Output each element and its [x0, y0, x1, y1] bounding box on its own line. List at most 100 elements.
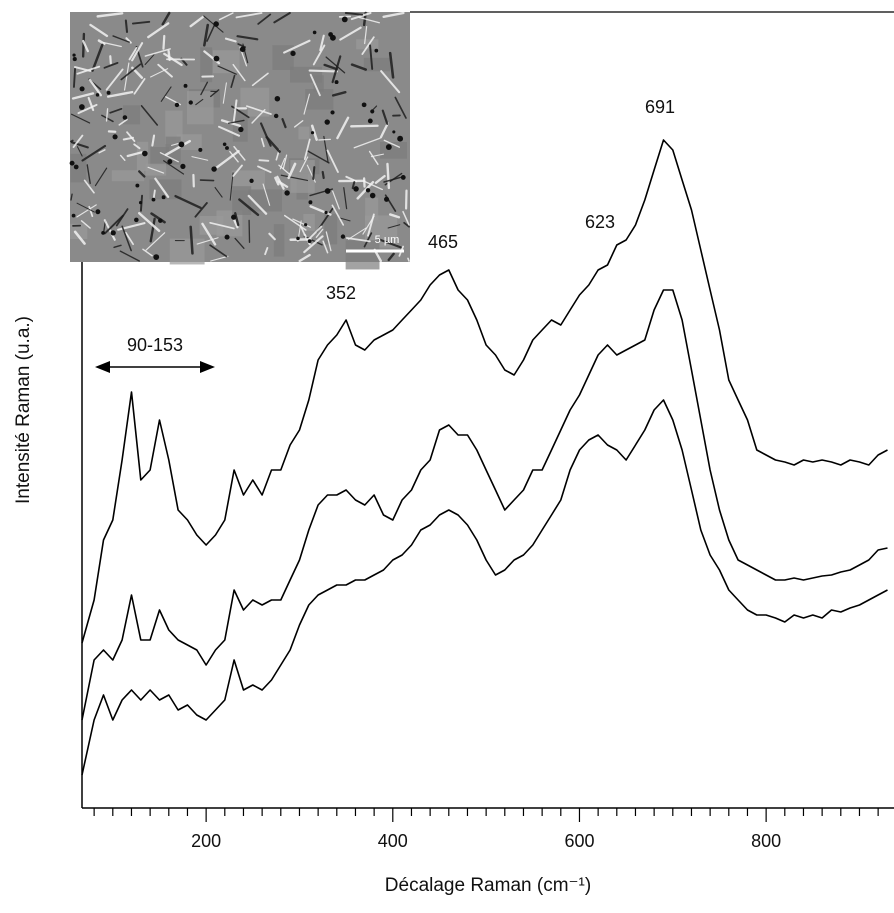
inset-patch [303, 214, 314, 231]
inset-dot [184, 84, 188, 88]
inset-dot [386, 144, 392, 150]
inset-dot [214, 56, 220, 62]
inset-dot [290, 51, 295, 56]
inset-crystal [126, 21, 127, 32]
inset-crystal [408, 258, 409, 261]
inset-dot [111, 230, 116, 235]
inset-dot [213, 21, 219, 27]
inset-dot [123, 115, 128, 120]
inset-dot [353, 186, 358, 191]
inset-crystal [163, 36, 164, 49]
inset-dot [74, 165, 79, 170]
inset-crystal [310, 71, 337, 72]
inset-dot [231, 215, 236, 220]
inset-dot [401, 175, 406, 180]
inset-dot [238, 127, 243, 132]
inset-crystal [323, 172, 324, 178]
inset-dot [134, 218, 139, 223]
inset-dot [296, 237, 300, 241]
inset-dot [397, 136, 403, 142]
inset-dot [189, 100, 193, 104]
inset-dot [325, 188, 331, 194]
inset-dot [72, 54, 75, 57]
inset-dot [328, 32, 333, 37]
inset-dot [139, 201, 142, 204]
inset-image: 5 µm [70, 12, 410, 269]
inset-dot [70, 161, 75, 166]
inset-dot [284, 190, 289, 195]
inset-dot [211, 166, 216, 171]
inset-dot [158, 218, 163, 223]
inset-dot [72, 214, 76, 218]
inset-dot [341, 234, 345, 238]
inset-crystal [387, 164, 388, 188]
inset-dot [135, 184, 139, 188]
inset-dot [79, 104, 85, 110]
inset-dot [342, 17, 348, 23]
inset-dot [175, 103, 179, 107]
inset-dot [384, 197, 389, 202]
inset-crystal [74, 69, 75, 87]
inset-crystal [110, 56, 111, 63]
inset-patch [71, 154, 87, 183]
inset-dot [249, 179, 253, 183]
inset-dot [80, 86, 85, 91]
inset-dot [335, 80, 339, 84]
inset-dot [374, 49, 378, 53]
arrow-head [200, 361, 215, 373]
inset-dot [325, 119, 330, 124]
inset-patch [170, 239, 205, 265]
inset-crystal [259, 160, 268, 161]
scale-bar-label: 5 µm [375, 234, 400, 246]
inset-crystal [313, 167, 314, 179]
inset-dot [324, 211, 327, 214]
arrow-head [95, 361, 110, 373]
inset-crystal [191, 227, 193, 254]
inset-dot [223, 143, 227, 147]
inset-dot [96, 93, 100, 97]
inset-dot [153, 254, 159, 260]
inset-patch [290, 67, 322, 83]
inset-dot [152, 198, 156, 202]
inset-dot [330, 110, 334, 114]
inset-dot [225, 146, 229, 150]
inset-dot [308, 200, 312, 204]
inset-dot [366, 188, 370, 192]
inset-dot [304, 223, 307, 226]
y-axis-label: Intensité Raman (u.a.) [13, 316, 34, 504]
inset-dot [313, 31, 317, 35]
inset-crystal [154, 190, 155, 197]
inset-dot [107, 91, 111, 95]
inset-dot [167, 159, 172, 164]
x-tick-label: 200 [191, 831, 221, 851]
inset-patch [187, 91, 214, 124]
inset-dot [311, 131, 314, 134]
inset-dot [274, 114, 278, 118]
inset-crystal [319, 139, 331, 140]
inset-dot [362, 102, 367, 107]
inset-dot [308, 239, 312, 243]
spectrum-line [82, 400, 888, 775]
x-tick-label: 600 [564, 831, 594, 851]
inset-dot [142, 151, 148, 157]
inset-dot [370, 109, 374, 113]
inset-dot [368, 119, 373, 124]
inset-patch [299, 127, 310, 140]
inset-dot [240, 46, 246, 52]
peak-annotation: 352 [326, 283, 356, 303]
inset-dot [101, 231, 105, 235]
inset-dot [95, 209, 100, 214]
inset-patch [123, 105, 140, 124]
inset-dot [113, 134, 118, 139]
inset-dot [180, 164, 185, 169]
peak-annotation: 623 [585, 212, 615, 232]
inset-dot [162, 195, 166, 199]
x-tick-label: 800 [751, 831, 781, 851]
inset-crystal [83, 34, 84, 57]
inset-crystal [351, 126, 377, 127]
peak-annotation: 465 [428, 232, 458, 252]
inset-dot [392, 130, 395, 133]
inset-dot [225, 235, 230, 240]
inset-dot [198, 148, 202, 152]
